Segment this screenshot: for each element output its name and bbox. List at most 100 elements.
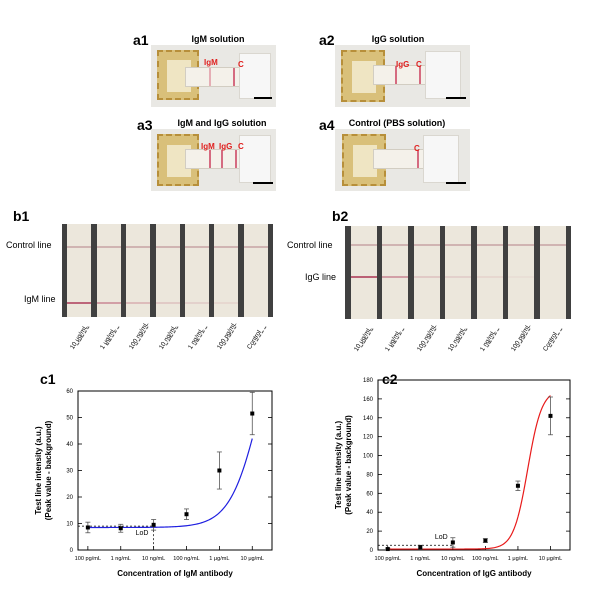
fit-curve (87, 438, 253, 529)
concentration-label: 10 μg/mL (352, 325, 373, 353)
control-band (126, 246, 151, 248)
lfa-strip (382, 226, 408, 319)
x-axis-title: Concentration of IgM antibody (117, 569, 233, 578)
control-band (445, 244, 471, 246)
y-tick-label: 160 (363, 397, 374, 403)
absorbent-pad (239, 53, 271, 99)
concentration-label: 1 ng/mL (478, 329, 497, 353)
data-point (385, 547, 390, 552)
y-tick-label: 80 (366, 472, 373, 478)
plot-frame (377, 379, 571, 551)
panel-label-b1: b1 (13, 208, 30, 224)
lfa-strip-photo (62, 224, 273, 317)
y-tick-label: 60 (66, 389, 73, 395)
absorbent-pad (425, 51, 461, 99)
test-band (350, 276, 377, 278)
photo-a4 (335, 129, 470, 191)
panel-label-a1: a1 (133, 32, 149, 48)
panel-a: a1 IgM solution IgM C a2 IgG solution Ig… (0, 0, 605, 200)
test-band (209, 68, 211, 86)
test-band (67, 302, 92, 304)
control-band (184, 246, 209, 248)
y-tick-label: 0 (370, 548, 374, 554)
x-tick-label: 1 μg/mL (209, 556, 229, 562)
test-band (382, 276, 408, 278)
marker-a3-igm: IgM (201, 142, 215, 151)
marker-a1-igm: IgM (204, 58, 218, 67)
lfa-strip (155, 224, 180, 317)
lfa-strip (350, 226, 377, 319)
panel-label: c1 (40, 371, 56, 387)
marker-a3-igg: IgG (219, 142, 233, 151)
x-tick-label: 1 μg/mL (508, 556, 528, 562)
concentration-label: Control (541, 331, 559, 353)
test-band-igg (221, 150, 223, 168)
y-tick-label: 30 (66, 469, 73, 475)
chart-c2: c2 0 20 40 60 80 100 120 140 160 180 100 pg/mL 1 ng/… (334, 371, 571, 578)
marker-a1-c: C (238, 60, 244, 69)
data-point (250, 411, 255, 416)
control-band (350, 244, 377, 246)
control-band (508, 244, 534, 246)
photo-a1 (151, 45, 276, 107)
y-tick-label: 50 (66, 416, 73, 422)
fit-curve (387, 395, 551, 550)
y-tick-label: 20 (366, 529, 373, 535)
photo-title-a3: IgM and IgG solution (177, 118, 267, 128)
conjugate-pad (352, 61, 376, 93)
control-band (382, 244, 408, 246)
y-tick-label: 40 (66, 442, 73, 448)
control-band (214, 246, 239, 248)
test-strip (185, 67, 245, 87)
control-band (96, 246, 121, 248)
test-band (214, 302, 239, 304)
x-tick-label: 10 μg/mL (539, 556, 562, 562)
data-point (151, 522, 156, 527)
lfa-strip (96, 224, 121, 317)
y-axis-title: Test line intensity (a.u.) (34, 426, 43, 515)
control-line-label: Control line (6, 240, 52, 250)
control-band (155, 246, 180, 248)
test-band (445, 276, 471, 278)
test-band (96, 302, 121, 304)
chart-c1: c1 0 10 20 30 40 50 60 100 pg/mL 1 ng/mL 10 ng/mL 1… (34, 371, 273, 578)
lfa-strip (67, 224, 92, 317)
concentration-label: Control (245, 329, 263, 351)
control-band (413, 244, 440, 246)
lfa-strip (243, 224, 268, 317)
data-point (418, 545, 423, 550)
panel-label-a2: a2 (319, 32, 335, 48)
x-tick-label: 1 ng/mL (111, 556, 131, 562)
panel-label: c2 (382, 371, 398, 387)
test-line-label: IgG line (305, 272, 337, 282)
data-point (118, 526, 123, 531)
x-tick-label: 100 pg/mL (75, 556, 101, 562)
lod-label: LoD (136, 530, 149, 537)
data-point (515, 483, 520, 488)
concentration-label: 1 μg/mL (98, 326, 118, 351)
data-point (548, 413, 553, 418)
absorbent-pad (423, 135, 459, 183)
control-band (67, 246, 92, 248)
lfa-strip (445, 226, 471, 319)
panel-label-b2: b2 (332, 208, 349, 224)
lfa-strip (184, 224, 209, 317)
marker-a4-c: C (414, 144, 420, 153)
concentration-label: 10 ng/mL (157, 324, 178, 351)
x-tick-label: 1 ng/mL (410, 556, 430, 562)
control-band (235, 150, 237, 168)
marker-a2-c: C (416, 60, 422, 69)
y-axis-title: (Peak value - background) (44, 420, 53, 520)
lfa-strip (126, 224, 151, 317)
photo-title-a4: Control (PBS solution) (348, 118, 446, 128)
control-band (233, 68, 235, 86)
control-band (417, 150, 419, 168)
x-tick-label: 10 μg/mL (241, 556, 264, 562)
photo-title-a1: IgM solution (191, 34, 245, 44)
control-band (243, 246, 268, 248)
data-point (217, 468, 222, 473)
data-point (85, 525, 90, 530)
y-tick-label: 180 (363, 378, 374, 384)
control-line-label: Control line (287, 240, 333, 250)
y-tick-label: 100 (363, 454, 374, 460)
